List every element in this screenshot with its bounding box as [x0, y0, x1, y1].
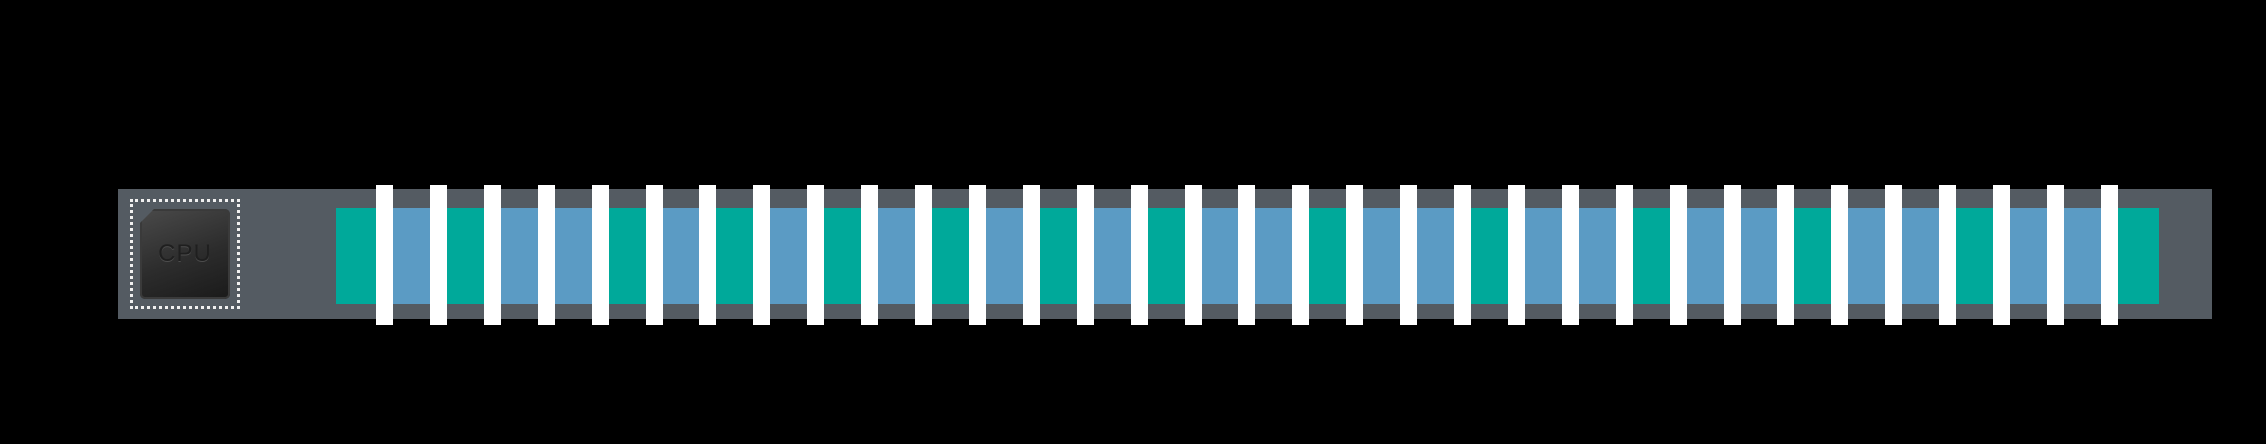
strip-segment	[1678, 208, 1733, 304]
divider-bar	[376, 185, 393, 325]
divider-bar	[538, 185, 555, 325]
divider-bar	[1346, 185, 1363, 325]
divider-bar	[1400, 185, 1417, 325]
divider-bar	[1616, 185, 1633, 325]
divider-bar	[1993, 185, 2010, 325]
strip-segment	[546, 208, 602, 304]
cpu-chip-icon: CPU	[140, 209, 230, 299]
divider-bar	[1077, 185, 1094, 325]
divider-bar	[2047, 185, 2064, 325]
divider-bar	[1508, 185, 1525, 325]
strip-segment	[600, 208, 655, 304]
divider-bar	[1023, 185, 1040, 325]
strip-segment	[1624, 208, 1680, 304]
divider-bar	[1454, 185, 1471, 325]
divider-bar	[915, 185, 932, 325]
divider-bar	[1939, 185, 1956, 325]
divider-bar	[1777, 185, 1794, 325]
divider-bar	[1131, 185, 1148, 325]
divider-bar	[1885, 185, 1902, 325]
divider-bar	[1831, 185, 1848, 325]
divider-bar	[1185, 185, 1202, 325]
strip-segment	[1085, 208, 1141, 304]
divider-bar	[592, 185, 609, 325]
divider-bar	[807, 185, 824, 325]
divider-bar	[1670, 185, 1687, 325]
divider-bar	[1292, 185, 1309, 325]
divider-bar	[1562, 185, 1579, 325]
divider-bar	[753, 185, 770, 325]
divider-bar	[484, 185, 501, 325]
divider-bar	[969, 185, 986, 325]
cpu-selection-box[interactable]: CPU	[130, 199, 240, 309]
divider-bar	[861, 185, 878, 325]
divider-bar	[430, 185, 447, 325]
divider-bar	[699, 185, 716, 325]
divider-bar	[1238, 185, 1255, 325]
divider-bar	[646, 185, 663, 325]
divider-bar	[1724, 185, 1741, 325]
strip-segment	[1139, 208, 1194, 304]
cpu-label: CPU	[158, 240, 212, 267]
divider-bar	[2101, 185, 2118, 325]
